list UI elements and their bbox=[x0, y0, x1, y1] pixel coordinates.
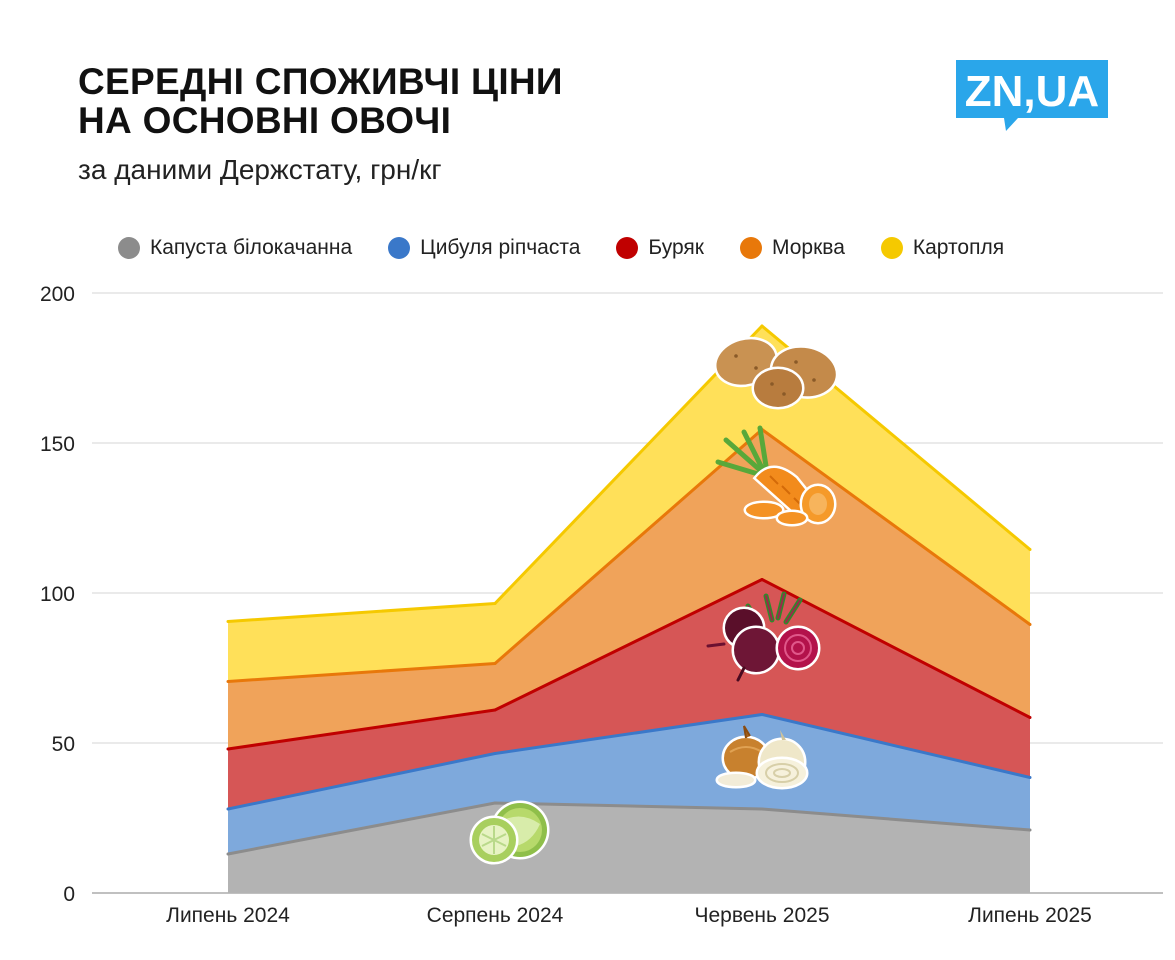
data-point bbox=[1028, 623, 1032, 626]
legend-label: Капуста білокачанна bbox=[150, 236, 353, 259]
x-tick-label: Липень 2024 bbox=[166, 904, 290, 927]
potato-icon bbox=[713, 336, 839, 410]
data-point bbox=[493, 662, 497, 665]
zn-ua-logo: ZN,UA bbox=[956, 60, 1108, 131]
data-point bbox=[226, 852, 230, 856]
title-line-2: НА ОСНОВНІ ОВОЧІ bbox=[78, 100, 452, 141]
x-tick-label: Серпень 2024 bbox=[427, 904, 564, 927]
y-tick-label: 50 bbox=[52, 733, 75, 756]
carrot-icon bbox=[715, 425, 837, 527]
data-point bbox=[760, 807, 764, 811]
area-beet bbox=[228, 579, 1030, 809]
area-cabbage bbox=[228, 803, 1030, 893]
legend-label: Морква bbox=[772, 236, 845, 259]
legend-label: Буряк bbox=[648, 236, 704, 259]
series-line-onion bbox=[227, 713, 1031, 811]
legend-swatch bbox=[118, 237, 140, 259]
chart-title: СЕРЕДНІ СПОЖИВЧІ ЦІНИ НА ОСНОВНІ ОВОЧІ bbox=[78, 62, 563, 140]
legend-swatch bbox=[880, 237, 903, 259]
legend-item: Капуста білокачанна bbox=[118, 236, 352, 260]
legend-item: Буряк bbox=[616, 236, 704, 260]
legend-label: Цибуля ріпчаста bbox=[420, 236, 581, 259]
x-tick-label: Червень 2025 bbox=[694, 904, 829, 927]
area-onion bbox=[228, 714, 1030, 854]
series-line-potato bbox=[227, 324, 1031, 623]
data-point bbox=[226, 680, 230, 683]
data-point bbox=[760, 578, 764, 581]
data-point bbox=[493, 602, 497, 605]
data-point bbox=[1028, 776, 1032, 779]
y-tick-label: 150 bbox=[40, 433, 75, 456]
series-line-beet bbox=[227, 578, 1031, 751]
data-point bbox=[226, 620, 230, 623]
legend-item: Цибуля ріпчаста bbox=[388, 236, 580, 260]
legend-swatch bbox=[388, 237, 411, 259]
chart-legend: Капуста білокачанна Цибуля ріпчаста Буряк М… bbox=[118, 236, 1138, 260]
data-point bbox=[493, 801, 497, 805]
data-point bbox=[760, 713, 764, 716]
data-point bbox=[226, 747, 230, 751]
title-line-1: СЕРЕДНІ СПОЖИВЧІ ЦІНИ bbox=[78, 61, 563, 102]
series-line-cabbage bbox=[227, 801, 1031, 856]
legend-swatch bbox=[616, 237, 639, 259]
data-point bbox=[1028, 828, 1032, 832]
legend-item: Картопля bbox=[880, 236, 1005, 260]
x-tick-label: Липень 2025 bbox=[968, 904, 1092, 927]
legend-item: Морква bbox=[740, 236, 845, 260]
logo-text: ZN,UA bbox=[965, 67, 1099, 116]
beet-icon bbox=[706, 591, 821, 682]
data-point bbox=[493, 752, 497, 755]
data-point bbox=[1028, 716, 1032, 719]
data-point bbox=[760, 324, 764, 328]
chart-subtitle: за даними Держстату, грн/кг bbox=[78, 154, 442, 185]
legend-swatch bbox=[740, 237, 762, 259]
onion-icon bbox=[715, 725, 809, 790]
data-point bbox=[493, 708, 497, 712]
series-line-carrot bbox=[227, 428, 1031, 683]
cabbage-icon bbox=[469, 800, 550, 865]
y-tick-label: 100 bbox=[40, 583, 75, 606]
y-tick-label: 0 bbox=[63, 883, 75, 906]
data-point bbox=[226, 807, 230, 811]
area-potato bbox=[228, 326, 1030, 682]
legend-label: Картопля bbox=[912, 236, 1005, 259]
y-tick-label: 200 bbox=[40, 283, 75, 306]
data-point bbox=[1028, 548, 1032, 551]
